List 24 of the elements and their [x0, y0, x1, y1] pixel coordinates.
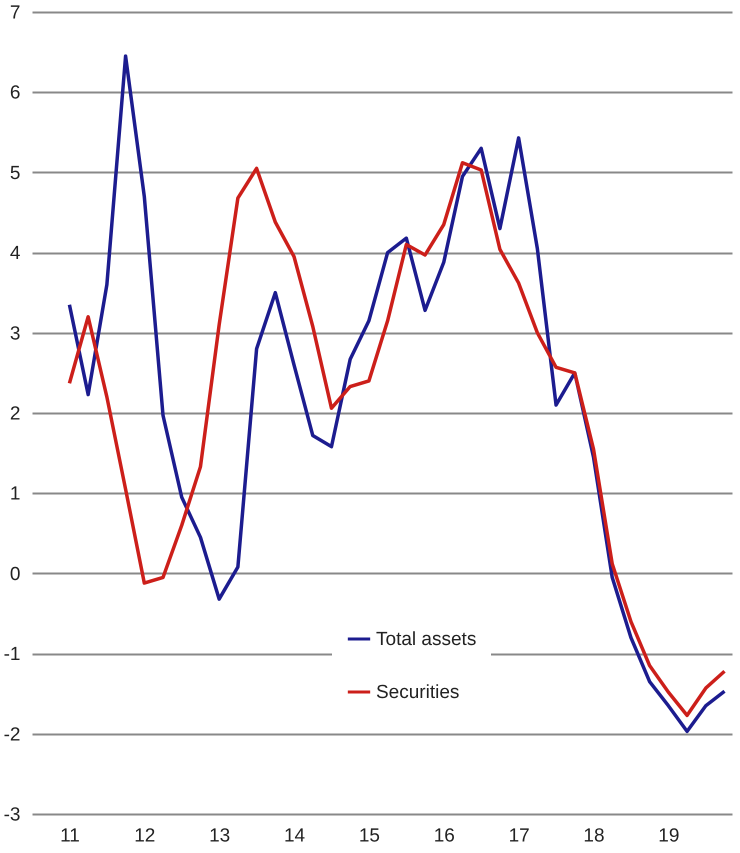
- x-tick-label: 18: [583, 826, 605, 846]
- legend-label: Securities: [376, 682, 460, 703]
- y-tick-label: -1: [4, 644, 20, 666]
- y-tick-label: 7: [10, 2, 20, 24]
- y-tick-label: 0: [10, 564, 20, 585]
- x-tick-label: 14: [284, 826, 306, 846]
- x-tick-label: 11: [60, 826, 80, 846]
- y-tick-label: 1: [10, 484, 20, 505]
- legend-label: Total assets: [376, 629, 476, 650]
- x-tick-label: 17: [508, 826, 530, 846]
- line-series: [68, 54, 726, 734]
- y-tick-label: -2: [4, 724, 20, 746]
- x-tick-label: 16: [434, 826, 455, 846]
- y-tick-label: -3: [4, 804, 20, 826]
- y-tick-label: 6: [10, 82, 20, 104]
- y-tick-label: 2: [10, 404, 20, 424]
- x-tick-label: 12: [134, 826, 156, 846]
- x-tick-label: 19: [658, 826, 680, 846]
- y-tick-label: 4: [10, 243, 21, 264]
- y-tick-label: 3: [10, 323, 20, 344]
- x-tick-label: 15: [358, 826, 380, 846]
- line-series: [68, 161, 726, 718]
- x-tick-label: 13: [209, 826, 230, 846]
- y-tick-label: 5: [10, 162, 20, 184]
